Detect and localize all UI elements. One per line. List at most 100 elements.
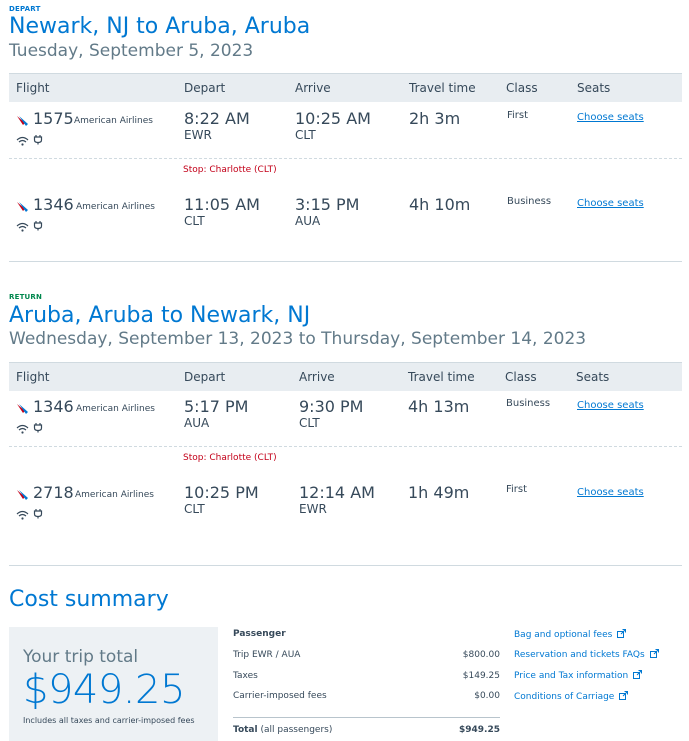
airline-name: American Airlines	[76, 404, 155, 414]
arrive-airport: CLT	[295, 128, 316, 142]
arrive-time: 12:14 AM	[299, 483, 375, 502]
cost-row-label: Trip EWR / AUA	[233, 650, 301, 660]
trip-total-amount: $949.25	[23, 667, 185, 713]
choose-seats-link[interactable]: Choose seats	[577, 112, 644, 123]
flight-number: 2718	[33, 483, 74, 502]
header-class: Class	[505, 370, 537, 384]
stop-divider	[9, 158, 682, 159]
arrive-airport: EWR	[299, 502, 327, 516]
trip-total-box: Your trip total $949.25 Includes all tax…	[9, 627, 218, 741]
cost-row-value: $149.25	[462, 671, 500, 681]
depart-airport: CLT	[184, 214, 205, 228]
aa-logo-icon	[16, 112, 30, 131]
flight-number: 1346	[33, 195, 74, 214]
depart-date: Tuesday, September 5, 2023	[9, 41, 254, 61]
choose-seats-link[interactable]: Choose seats	[577, 400, 644, 411]
header-arrive: Arrive	[299, 370, 335, 384]
reservation-faqs-link-label: Reservation and tickets FAQs	[514, 650, 645, 660]
wifi-icon	[16, 419, 29, 438]
arrive-airport: AUA	[295, 214, 321, 228]
travel-time: 4h 13m	[408, 397, 470, 416]
aa-logo-icon	[16, 198, 30, 217]
total-divider	[233, 717, 500, 718]
reservation-faqs-link[interactable]: Reservation and tickets FAQs	[514, 649, 659, 660]
depart-label: DEPART	[9, 5, 41, 13]
header-arrive: Arrive	[295, 81, 331, 95]
section-divider	[9, 565, 682, 566]
cabin-class: Business	[507, 196, 552, 207]
header-flight: Flight	[16, 370, 50, 384]
header-seats: Seats	[576, 370, 610, 384]
wifi-icon	[16, 217, 29, 236]
header-depart: Depart	[184, 370, 226, 384]
price-tax-info-link-label: Price and Tax information	[514, 671, 629, 681]
conditions-of-carriage-link[interactable]: Conditions of Carriage	[514, 691, 629, 702]
total-label: Total	[233, 725, 258, 735]
depart-airport: AUA	[184, 416, 210, 430]
stop-divider	[9, 446, 682, 447]
airline-name: American Airlines	[76, 202, 155, 212]
cabin-class: Business	[506, 398, 551, 409]
header-flight: Flight	[16, 81, 50, 95]
external-link-icon	[633, 670, 643, 679]
arrive-airport: CLT	[299, 416, 320, 430]
flight-number: 1575	[33, 109, 74, 128]
return-date: Wednesday, September 13, 2023 to Thursda…	[9, 329, 587, 349]
travel-time: 2h 3m	[409, 109, 461, 128]
cost-summary-title: Cost summary	[9, 587, 169, 612]
price-tax-info-link[interactable]: Price and Tax information	[514, 670, 643, 681]
stop-info: Stop: Charlotte (CLT)	[183, 165, 277, 175]
choose-seats-link[interactable]: Choose seats	[577, 198, 644, 209]
travel-time: 4h 10m	[409, 195, 471, 214]
return-table-header: Flight Depart Arrive Travel time Class S…	[9, 362, 682, 391]
aa-logo-icon	[16, 486, 30, 505]
passenger-label: Passenger	[233, 629, 286, 639]
wifi-icon	[16, 131, 29, 150]
cost-row-value: $0.00	[474, 691, 500, 701]
power-outlet-icon	[33, 418, 43, 437]
header-seats: Seats	[577, 81, 611, 95]
total-row-label: Total (all passengers)	[233, 725, 332, 735]
header-depart: Depart	[184, 81, 226, 95]
depart-time: 10:25 PM	[184, 483, 259, 502]
external-link-icon	[649, 649, 659, 658]
total-value: $949.25	[459, 725, 500, 735]
power-outlet-icon	[33, 216, 43, 235]
bag-fees-link[interactable]: Bag and optional fees	[514, 629, 627, 640]
return-route-title: Aruba, Aruba to Newark, NJ	[9, 303, 311, 328]
depart-route-title: Newark, NJ to Aruba, Aruba	[9, 14, 311, 39]
airline-name: American Airlines	[75, 490, 154, 500]
power-outlet-icon	[33, 504, 43, 523]
arrive-time: 9:30 PM	[299, 397, 364, 416]
depart-time: 5:17 PM	[184, 397, 249, 416]
return-label: RETURN	[9, 293, 43, 301]
external-link-icon	[619, 691, 629, 700]
choose-seats-link[interactable]: Choose seats	[577, 487, 644, 498]
conditions-of-carriage-link-label: Conditions of Carriage	[514, 692, 615, 702]
depart-table-header: Flight Depart Arrive Travel time Class S…	[9, 73, 682, 102]
cabin-class: First	[506, 484, 528, 495]
header-travel-time: Travel time	[408, 370, 475, 384]
travel-time: 1h 49m	[408, 483, 470, 502]
wifi-icon	[16, 505, 29, 524]
cabin-class: First	[507, 110, 529, 121]
header-travel-time: Travel time	[409, 81, 476, 95]
cost-row-value: $800.00	[462, 650, 500, 660]
depart-time: 8:22 AM	[184, 109, 250, 128]
power-outlet-icon	[33, 130, 43, 149]
bag-fees-link-label: Bag and optional fees	[514, 630, 613, 640]
stop-info: Stop: Charlotte (CLT)	[183, 453, 277, 463]
cost-row-label: Carrier-imposed fees	[233, 691, 327, 701]
external-link-icon	[617, 629, 627, 638]
airline-name: American Airlines	[74, 116, 153, 126]
depart-time: 11:05 AM	[184, 195, 260, 214]
section-divider	[9, 261, 682, 262]
arrive-time: 3:15 PM	[295, 195, 360, 214]
cost-row-label: Taxes	[233, 671, 258, 681]
aa-logo-icon	[16, 400, 30, 419]
arrive-time: 10:25 AM	[295, 109, 371, 128]
flight-number: 1346	[33, 397, 74, 416]
depart-airport: EWR	[184, 128, 212, 142]
total-sublabel: (all passengers)	[260, 725, 333, 735]
trip-total-label: Your trip total	[23, 647, 139, 667]
